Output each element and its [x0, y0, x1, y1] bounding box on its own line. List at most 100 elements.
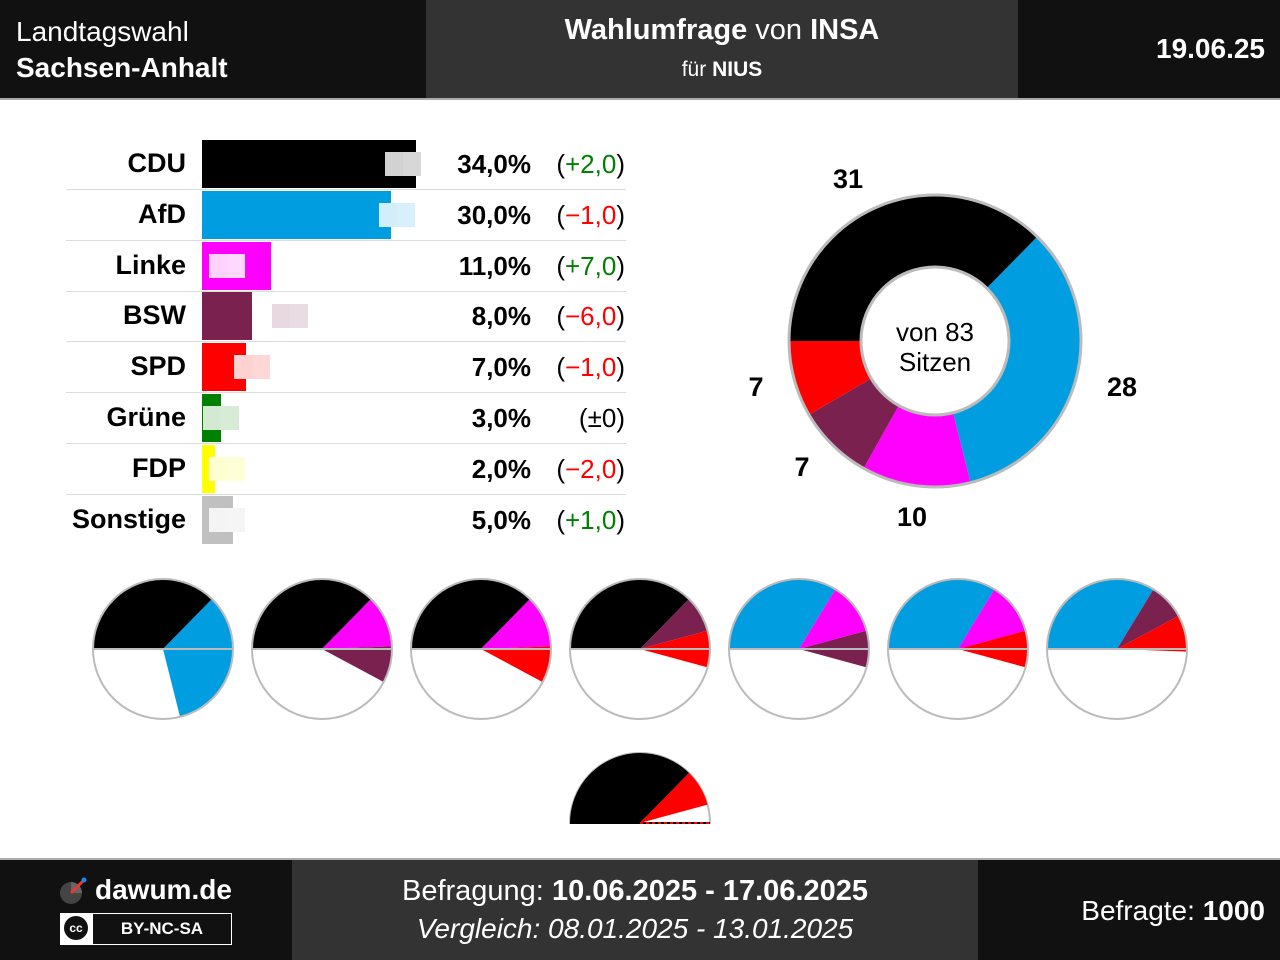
poll-date: 19.06.25	[1156, 33, 1265, 64]
client-name: NIUS	[712, 58, 763, 81]
coalition-segment-linke	[799, 589, 867, 649]
previous-value-marker	[202, 406, 239, 430]
row-divider	[66, 392, 626, 394]
seat-count-label: 7	[794, 452, 809, 482]
coalition-segment-afd	[888, 579, 995, 649]
coalition-outline	[92, 578, 234, 720]
party-change-value: +7,0	[565, 250, 617, 281]
footer-center	[292, 860, 978, 960]
sample-size-label: Befragte:	[1081, 895, 1195, 926]
row-divider	[66, 443, 626, 444]
party-name: Grüne	[106, 402, 186, 432]
coalition-segment-afd	[1047, 579, 1154, 649]
party-bar	[202, 190, 391, 239]
previous-value-marker	[209, 253, 246, 278]
poll-label: Wahlumfrage	[564, 14, 748, 46]
row-divider	[66, 290, 626, 292]
cc-icon: cc	[64, 916, 88, 940]
party-change-value: ±0	[587, 403, 617, 433]
party-value: 3,0%	[471, 403, 531, 433]
previous-value-marker	[272, 304, 309, 329]
party-value: 7,0%	[471, 352, 531, 383]
poll-fuer: für	[681, 58, 707, 81]
poll-title: Wahlumfrage von INSA	[426, 14, 1018, 47]
party-change-value: +1,0	[565, 504, 617, 535]
coalition-pie	[568, 752, 712, 824]
coalition-segment-cdu	[570, 753, 690, 823]
coalition-pie	[92, 578, 234, 720]
row-divider	[66, 189, 626, 190]
footer-right	[978, 860, 1280, 960]
previous-value-marker	[209, 507, 246, 532]
party-name: Sonstige	[71, 503, 186, 534]
coalition-pie	[728, 578, 870, 720]
brand-name[interactable]: dawum.de	[95, 874, 232, 905]
coalition-segment-bsw	[322, 646, 392, 683]
party-name: Linke	[115, 249, 186, 280]
header-center: Wahlumfrage von INSA für NIUS	[426, 0, 1018, 98]
seat-segment-linke	[863, 405, 971, 487]
header-right: 19.06.25	[1018, 0, 1280, 98]
party-value: 11,0%	[458, 250, 531, 281]
sample-size-value: 1000	[1202, 895, 1265, 926]
coalition-segment-bsw	[1117, 589, 1179, 649]
party-value: 8,0%	[471, 301, 531, 332]
party-value: 34,0%	[457, 149, 531, 179]
license-badge[interactable]: cc BY-NC-SA	[60, 913, 232, 945]
coalition-segment-afd	[163, 599, 233, 717]
party-name: BSW	[123, 300, 186, 331]
party-change: (+7,0)	[556, 250, 625, 281]
previous-value-marker	[234, 355, 271, 380]
party-change-value: −1,0	[565, 199, 617, 230]
seat-count-label: 31	[833, 164, 863, 194]
license-text: BY-NC-SA	[93, 914, 231, 944]
donut-outline	[787, 193, 1083, 489]
seat-count-label: 10	[897, 502, 927, 532]
party-change: (−6,0)	[556, 301, 625, 332]
previous-value-marker	[209, 456, 246, 481]
coalition-pie	[569, 578, 711, 720]
coalition-outline	[569, 578, 711, 720]
seat-count-label: 28	[1107, 372, 1137, 402]
region-title: Sachsen-Anhalt	[16, 52, 228, 83]
party-change: (+1,0)	[556, 504, 625, 535]
previous-value-marker	[378, 202, 415, 227]
party-change: (+2,0)	[556, 149, 625, 179]
coalition-outline	[251, 578, 393, 720]
coalition-pie	[1046, 578, 1188, 720]
party-change-value: −2,0	[565, 453, 617, 484]
party-change: (−2,0)	[556, 453, 625, 484]
coalition-pie	[887, 578, 1029, 720]
party-name: CDU	[127, 148, 187, 178]
survey-period: Befragung: 10.06.2025 - 17.06.2025	[292, 875, 978, 908]
coalition-segment-spd	[640, 773, 708, 823]
coalition-pie	[410, 578, 552, 720]
coalition-outline	[1046, 578, 1188, 720]
party-change-value: −1,0	[565, 352, 617, 383]
seat-total-text: von 83	[895, 317, 975, 347]
coalition-pie	[251, 578, 393, 720]
party-change: (±0)	[578, 403, 625, 433]
row-divider	[66, 493, 626, 495]
header-divider	[0, 98, 1280, 100]
party-change-value: +2,0	[565, 149, 617, 179]
coalition-segment-cdu	[93, 579, 213, 649]
donut-center	[859, 265, 1011, 417]
sample-size: Befragte: 1000	[1081, 895, 1265, 927]
party-name: AfD	[138, 198, 186, 229]
coalition-segment-cdu	[570, 579, 690, 649]
dawum-logo-icon	[60, 877, 87, 904]
seat-unit-text: Sitzen	[898, 347, 972, 377]
party-value: 5,0%	[471, 504, 531, 535]
institute-name: INSA	[810, 14, 880, 46]
coalition-segment-linke	[958, 589, 1026, 649]
coalition-segment-afd	[729, 578, 836, 649]
party-value: 30,0%	[457, 199, 531, 230]
row-divider	[66, 239, 626, 241]
party-change: (−1,0)	[556, 352, 625, 383]
seat-count-label: 7	[748, 372, 763, 402]
survey-period-label: Befragung:	[401, 875, 544, 907]
coalition-segment-spd	[1117, 615, 1187, 652]
coalition-segment-cdu	[410, 578, 531, 649]
party-change: (−1,0)	[556, 199, 625, 230]
